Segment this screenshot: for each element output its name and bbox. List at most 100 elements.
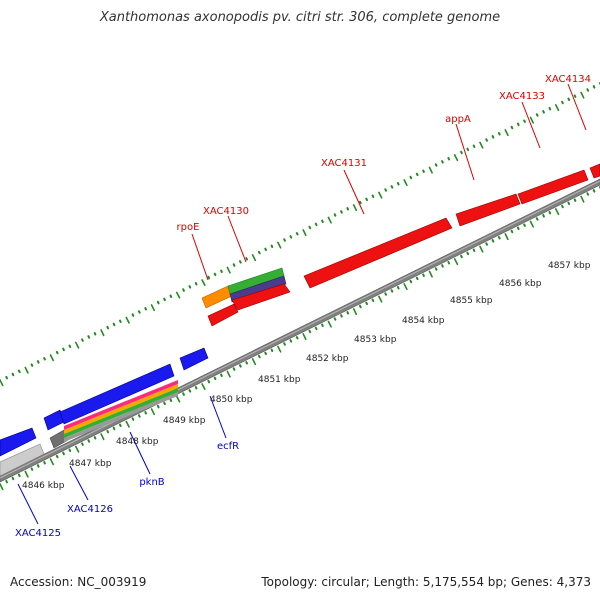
minor-tick bbox=[239, 364, 242, 368]
gene-label-xac4126[interactable]: XAC4126 bbox=[67, 504, 113, 515]
minor-tick bbox=[434, 267, 438, 271]
minor-tick bbox=[131, 313, 135, 317]
minor-tick bbox=[87, 439, 91, 443]
minor-tick bbox=[17, 369, 21, 374]
minor-tick bbox=[55, 350, 59, 355]
minor-tick bbox=[245, 257, 248, 261]
gene-label-xac4125[interactable]: XAC4125 bbox=[15, 528, 61, 539]
minor-tick bbox=[119, 319, 122, 323]
minor-tick bbox=[17, 473, 21, 478]
major-tick bbox=[150, 304, 155, 312]
scale-label: 4854 kbp bbox=[402, 316, 445, 326]
minor-tick bbox=[264, 351, 267, 356]
gene-label-pknB[interactable]: pknB bbox=[139, 477, 164, 488]
minor-tick bbox=[340, 210, 343, 214]
minor-tick bbox=[573, 94, 577, 98]
gene-xac4134-arrow[interactable] bbox=[589, 163, 600, 179]
minor-tick bbox=[68, 344, 72, 348]
minor-tick bbox=[384, 292, 387, 296]
minor-tick bbox=[11, 372, 15, 377]
gene-xac4130-red-arrow[interactable] bbox=[231, 283, 291, 311]
minor-tick bbox=[11, 476, 15, 481]
major-tick bbox=[49, 354, 55, 362]
gene-label-xac4130[interactable]: XAC4130 bbox=[203, 206, 249, 217]
minor-tick bbox=[62, 451, 65, 456]
major-tick bbox=[428, 270, 433, 278]
minor-tick bbox=[586, 88, 590, 92]
gene-label-xac4133[interactable]: XAC4133 bbox=[499, 91, 545, 102]
minor-tick bbox=[207, 379, 211, 384]
minor-tick bbox=[169, 294, 173, 298]
minor-tick bbox=[36, 464, 40, 468]
minor-tick bbox=[43, 461, 46, 465]
minor-tick bbox=[415, 276, 419, 281]
minor-tick bbox=[384, 188, 387, 192]
minor-tick bbox=[131, 417, 135, 421]
gene-label-rpoE[interactable]: rpoE bbox=[177, 222, 200, 233]
major-tick bbox=[75, 341, 80, 349]
scale-label: 4846 kbp bbox=[22, 481, 65, 491]
gene-appA-arrow[interactable] bbox=[455, 193, 521, 227]
major-tick bbox=[49, 458, 55, 466]
gene-xac4131-arrow[interactable] bbox=[303, 217, 453, 289]
minor-tick bbox=[472, 248, 476, 252]
accession-text: Accession: NC_003919 bbox=[10, 575, 147, 589]
minor-tick bbox=[542, 110, 545, 114]
reverse-label-leaders bbox=[17, 395, 227, 525]
minor-tick bbox=[390, 289, 394, 293]
minor-tick bbox=[346, 207, 350, 211]
major-tick bbox=[504, 233, 509, 241]
minor-tick bbox=[390, 185, 394, 189]
major-tick bbox=[479, 245, 484, 253]
minor-tick bbox=[5, 375, 8, 380]
scale-label: 4852 kbp bbox=[306, 354, 349, 364]
minor-tick bbox=[232, 367, 236, 371]
minor-tick bbox=[466, 251, 470, 256]
gene-label-xac4131[interactable]: XAC4131 bbox=[321, 158, 367, 169]
minor-tick bbox=[460, 254, 463, 259]
minor-tick bbox=[491, 135, 495, 139]
major-tick bbox=[125, 420, 130, 428]
minor-tick bbox=[220, 269, 223, 273]
minor-tick bbox=[447, 157, 451, 161]
gene-xac4130-purple-arrow[interactable] bbox=[229, 275, 287, 303]
genome-backbone bbox=[0, 178, 600, 483]
gene-xac4125-grey-arrow[interactable] bbox=[0, 443, 45, 477]
minor-tick bbox=[93, 436, 97, 440]
minor-tick bbox=[68, 448, 72, 452]
minor-tick bbox=[535, 217, 539, 221]
minor-tick bbox=[340, 314, 343, 318]
major-tick bbox=[580, 195, 585, 203]
minor-tick bbox=[472, 144, 476, 148]
minor-tick bbox=[62, 347, 65, 352]
gene-rpoE-red-arrow[interactable] bbox=[207, 303, 239, 327]
minor-tick bbox=[396, 182, 400, 186]
gene-xac4133-arrow[interactable] bbox=[517, 169, 589, 205]
minor-tick bbox=[497, 132, 501, 136]
major-tick bbox=[201, 279, 206, 287]
minor-tick bbox=[112, 426, 116, 431]
gene-pknB-multicolor-track[interactable] bbox=[64, 380, 178, 442]
minor-tick bbox=[264, 247, 267, 252]
gene-label-appA[interactable]: appA bbox=[445, 114, 471, 125]
gene-pknB-arrow[interactable] bbox=[59, 363, 175, 425]
minor-tick bbox=[491, 239, 495, 243]
minor-tick bbox=[409, 175, 413, 180]
minor-tick bbox=[485, 138, 488, 142]
minor-tick bbox=[510, 125, 514, 130]
minor-tick bbox=[137, 310, 141, 314]
minor-tick bbox=[289, 339, 293, 343]
minor-tick bbox=[365, 197, 368, 202]
minor-tick bbox=[257, 354, 261, 359]
gene-ecfR-arrow[interactable] bbox=[179, 347, 209, 371]
minor-tick bbox=[137, 414, 141, 418]
gene-xac4125-blue-arrow[interactable] bbox=[0, 427, 37, 457]
gene-rpoE-arrow[interactable] bbox=[201, 285, 233, 309]
minor-tick bbox=[163, 297, 166, 302]
gene-label-xac4134[interactable]: XAC4134 bbox=[545, 74, 591, 85]
minor-tick bbox=[548, 211, 552, 215]
minor-tick bbox=[359, 200, 362, 205]
major-tick bbox=[125, 316, 130, 324]
gene-label-ecfR[interactable]: ecfR bbox=[217, 441, 239, 452]
